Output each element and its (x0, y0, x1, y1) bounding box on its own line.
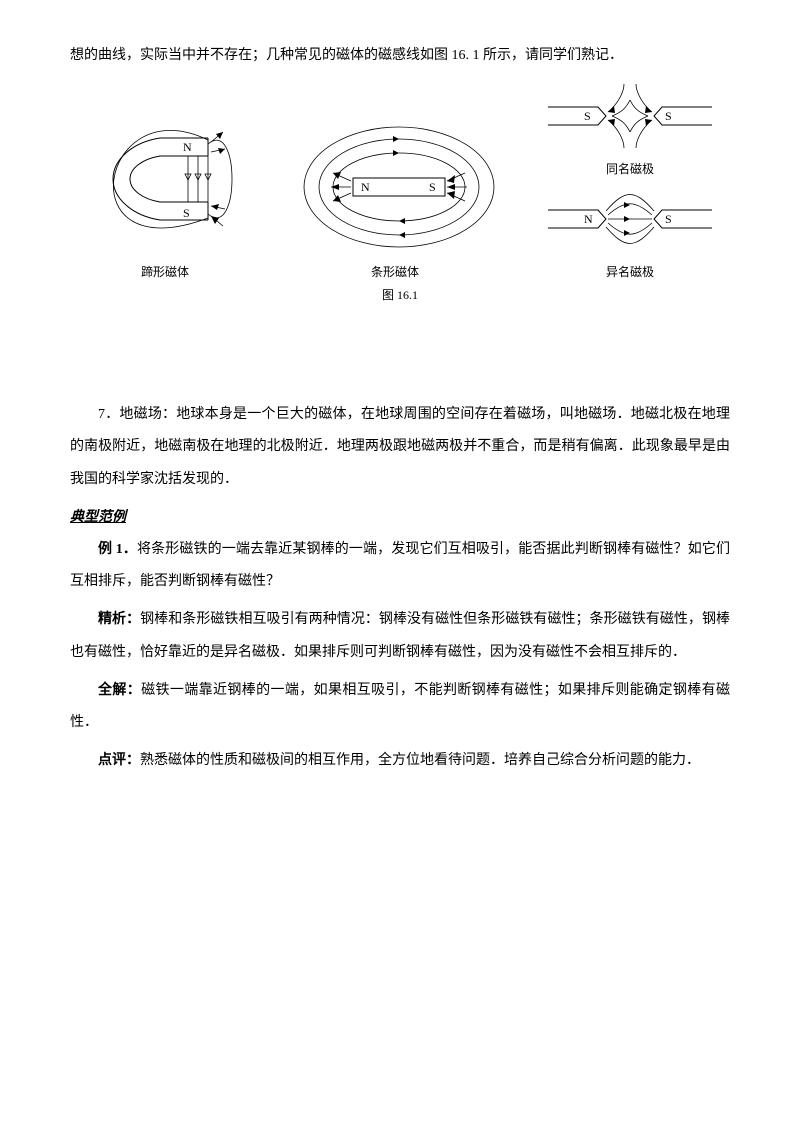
cap-unlike: 异名磁极 (606, 263, 654, 280)
label-s: S (183, 206, 190, 220)
analysis: 精析：钢棒和条形磁铁相互吸引有两种情况：钢棒没有磁性但条形磁铁有磁性；条形磁铁有… (70, 604, 730, 668)
example-1: 例 1．将条形磁铁的一端去靠近某钢棒的一端，发现它们互相吸引，能否据此判断钢棒有… (70, 534, 730, 598)
label-s3: S (584, 109, 591, 123)
ex1-body: 将条形磁铁的一端去靠近某钢棒的一端，发现它们互相吸引，能否据此判断钢棒有磁性？如… (70, 542, 730, 589)
label-n2: N (361, 180, 370, 194)
spacer (70, 309, 730, 399)
qj-body: 磁铁一端靠近钢棒的一端，如果相互吸引，不能判断钢棒有磁性；如果排斥则能确定钢棒有… (70, 683, 730, 730)
label-n5: N (584, 212, 593, 226)
cap-bar: 条形磁体 (371, 263, 419, 280)
bar-magnet: N S (295, 112, 495, 280)
solution: 全解：磁铁一端靠近钢棒的一端，如果相互吸引，不能判断钢棒有磁性；如果排斥则能确定… (70, 675, 730, 739)
top-line: 想的曲线，实际当中并不存在；几种常见的磁体的磁感线如图 16. 1 所示，请同学… (70, 40, 730, 72)
jx-label: 精析： (98, 612, 140, 627)
figure-row: N S 蹄形磁体 N S (70, 82, 730, 280)
paragraph-7: 7．地磁场：地球本身是一个巨大的磁体，在地球周围的空间存在着磁场，叫地磁场．地磁… (70, 399, 730, 496)
unlike-poles-svg: N S (540, 185, 720, 257)
label-n: N (183, 140, 192, 154)
label-s4: S (665, 109, 672, 123)
label-s2: S (429, 180, 436, 194)
dp-body: 熟悉磁体的性质和磁极间的相互作用，全方位地看待问题．培养自己综合分析问题的能力． (140, 753, 700, 768)
ex1-label: 例 1． (98, 542, 137, 557)
cap-like: 同名磁极 (606, 160, 654, 177)
label-s5: S (665, 212, 672, 226)
section-examples: 典型范例 (70, 502, 730, 534)
pole-pair-column: S S 同名磁极 (540, 82, 720, 280)
bar-svg: N S (295, 112, 495, 257)
comment: 点评：熟悉磁体的性质和磁极间的相互作用，全方位地看待问题．培养自己综合分析问题的… (70, 745, 730, 777)
qj-label: 全解： (98, 683, 141, 698)
like-poles-svg: S S (540, 82, 720, 154)
cap-horseshoe: 蹄形磁体 (141, 263, 189, 280)
figure-16-1: N S 蹄形磁体 N S (70, 82, 730, 303)
figure-number: 图 16.1 (70, 286, 730, 303)
page-root: 想的曲线，实际当中并不存在；几种常见的磁体的磁感线如图 16. 1 所示，请同学… (0, 0, 800, 843)
jx-body: 钢棒和条形磁铁相互吸引有两种情况：钢棒没有磁性但条形磁铁有磁性；条形磁铁有磁性，… (70, 612, 730, 659)
horseshoe-magnet: N S 蹄形磁体 (80, 102, 250, 280)
horseshoe-svg: N S (80, 102, 250, 257)
dp-label: 点评： (98, 753, 140, 768)
